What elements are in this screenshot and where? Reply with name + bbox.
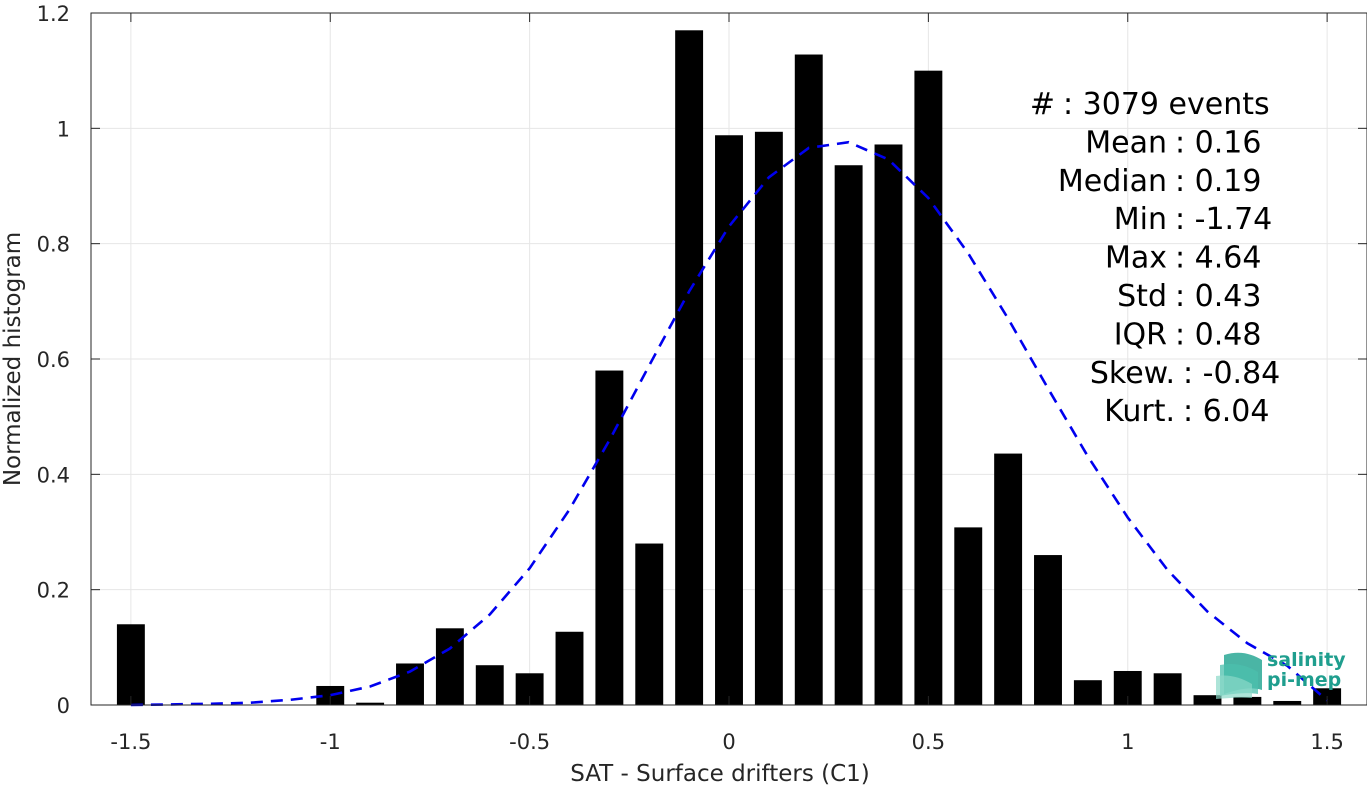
- histogram-bar: [475, 665, 504, 705]
- x-tick-labels: -1.5 -1 -0.5 0 0.5 1 1.5: [110, 730, 1343, 754]
- y-tick-label: 1.2: [37, 2, 70, 26]
- y-tick-label: 0.4: [37, 463, 70, 487]
- histogram-bar: [1073, 680, 1102, 705]
- x-tick-label: 0: [722, 730, 735, 754]
- x-tick-label: 1: [1121, 730, 1134, 754]
- histogram-bar: [1153, 673, 1182, 705]
- stat-label: Max: [1105, 241, 1167, 276]
- histogram-bar: [1034, 555, 1062, 705]
- y-tick-label: 0: [57, 694, 70, 718]
- y-axis-label: Normalized histogram: [0, 232, 26, 486]
- y-tick-label: 1: [57, 117, 70, 141]
- axes: [90, 12, 1367, 706]
- y-tick-label: 0.6: [37, 348, 70, 372]
- stat-value: : 0.19: [1175, 164, 1261, 199]
- stat-label: Min: [1114, 202, 1167, 237]
- stat-label: Mean: [1085, 125, 1167, 160]
- salinity-pi-mep-logo: salinity pi-mep: [1216, 649, 1346, 699]
- stat-label: Median: [1058, 164, 1167, 199]
- histogram-bar: [396, 663, 424, 705]
- y-tick-label: 0.2: [37, 579, 70, 603]
- x-tick-label: -0.5: [509, 730, 550, 754]
- histogram-bar: [794, 54, 823, 705]
- stat-value: : 3079 events: [1063, 87, 1270, 122]
- stat-value: : 0.48: [1175, 317, 1261, 352]
- stat-value: : -0.84: [1183, 356, 1280, 391]
- histogram-bar: [754, 131, 783, 705]
- histogram-bar: [1273, 700, 1302, 705]
- histogram-bar: [954, 527, 983, 705]
- histogram-bar: [675, 30, 704, 706]
- x-tick-label: 1.5: [1310, 730, 1343, 754]
- histogram-bar: [316, 685, 345, 705]
- histogram-bar: [874, 144, 903, 706]
- logo-text-pi-mep: pi-mep: [1267, 669, 1341, 691]
- x-tick-label: 0.5: [912, 730, 945, 754]
- histogram-bar: [1233, 696, 1262, 705]
- logo-text-salinity: salinity: [1267, 649, 1346, 671]
- y-tick-label: 0.8: [37, 233, 70, 257]
- histogram-bar: [994, 453, 1023, 705]
- stat-value: : -1.74: [1175, 202, 1272, 237]
- y-tick-labels: 0 0.2 0.4 0.6 0.8 1 1.2: [37, 2, 70, 718]
- wave-logo-icon: [1216, 652, 1262, 699]
- stat-value: : 0.43: [1175, 279, 1261, 314]
- histogram-bar: [834, 165, 863, 706]
- x-axis-label: SAT - Surface drifters (C1): [570, 761, 870, 785]
- stat-value: : 4.64: [1175, 241, 1261, 276]
- histogram-bar: [635, 543, 664, 705]
- histogram-bar: [1193, 695, 1222, 705]
- stat-label: #: [1030, 87, 1055, 122]
- stat-label: IQR: [1114, 317, 1167, 352]
- histogram-bar: [116, 624, 145, 705]
- stat-value: : 6.04: [1183, 394, 1269, 429]
- histogram-bar: [555, 631, 584, 705]
- x-tick-label: -1.5: [110, 730, 151, 754]
- stat-label: Std: [1117, 279, 1167, 314]
- histogram-bar: [595, 370, 624, 705]
- fit-curve: [130, 140, 1328, 707]
- stat-label: Kurt.: [1104, 394, 1175, 429]
- stat-label: Skew.: [1090, 356, 1175, 391]
- x-tick-label: -1: [320, 730, 341, 754]
- histogram-bar: [715, 135, 743, 706]
- histogram-bars: [116, 30, 1342, 706]
- histogram-bar: [356, 702, 385, 705]
- stat-value: : 0.16: [1175, 125, 1261, 160]
- histogram-bar: [914, 70, 943, 705]
